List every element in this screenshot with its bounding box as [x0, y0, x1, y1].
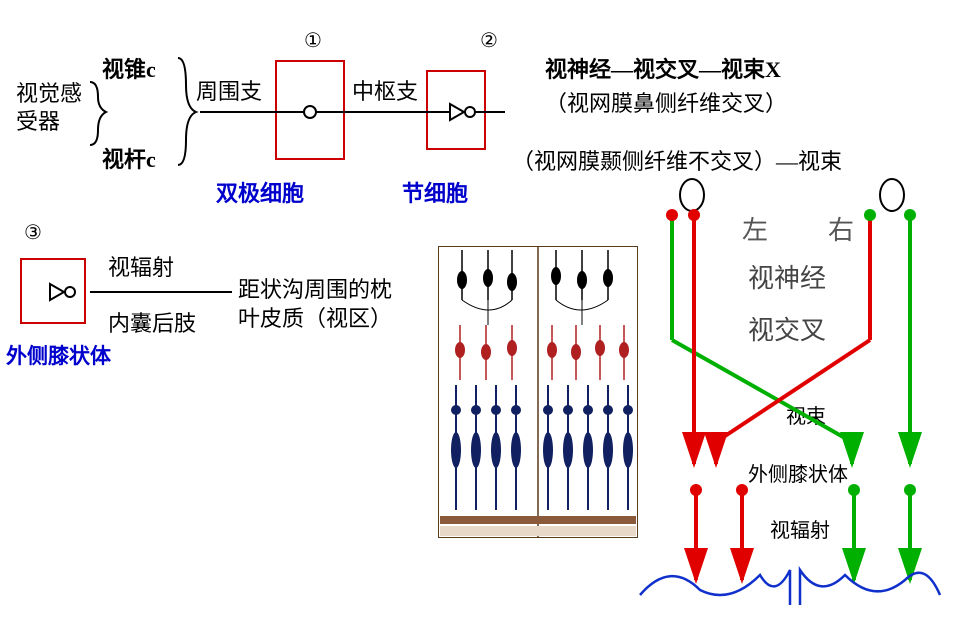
path-nerve: 视神经: [748, 258, 826, 295]
receptor-label: 视觉感 受器: [16, 80, 82, 135]
num-3: ③: [24, 220, 42, 245]
path-lgn: 外侧膝状体: [748, 458, 848, 487]
temporal-label: （视网膜颞侧纤维不交叉）—视束: [512, 144, 842, 176]
path-right: 右: [828, 210, 854, 247]
rod-label: 视杆c: [102, 142, 156, 174]
cone-label: 视锥c: [102, 52, 156, 84]
nasal-label: （视网膜鼻侧纤维交叉）: [545, 86, 787, 118]
lgn-box: [20, 258, 86, 324]
cortex-label: 距状沟周围的枕 叶皮质（视区）: [238, 276, 392, 333]
peripheral-label: 周围支: [196, 74, 262, 106]
path-chiasm: 视交叉: [748, 310, 826, 347]
ganglion-label: 节细胞: [402, 176, 468, 208]
num-2: ②: [480, 28, 498, 53]
bipolar-box: [275, 60, 345, 160]
bipolar-label: 双极细胞: [216, 176, 304, 208]
lgn-label: 外侧膝状体: [6, 340, 111, 370]
path-tract: 视束: [786, 400, 826, 429]
retina-panel: [438, 246, 638, 538]
path-left: 左: [742, 210, 768, 247]
ganglion-box: [426, 70, 486, 150]
ic-label: 内囊后肢: [108, 306, 196, 338]
central-label: 中枢支: [352, 74, 418, 106]
radiation-label: 视辐射: [108, 250, 174, 282]
num-1: ①: [304, 28, 322, 53]
path-radiation: 视辐射: [770, 514, 830, 543]
nerve-line-label: 视神经—视交叉—视束X: [545, 52, 781, 84]
